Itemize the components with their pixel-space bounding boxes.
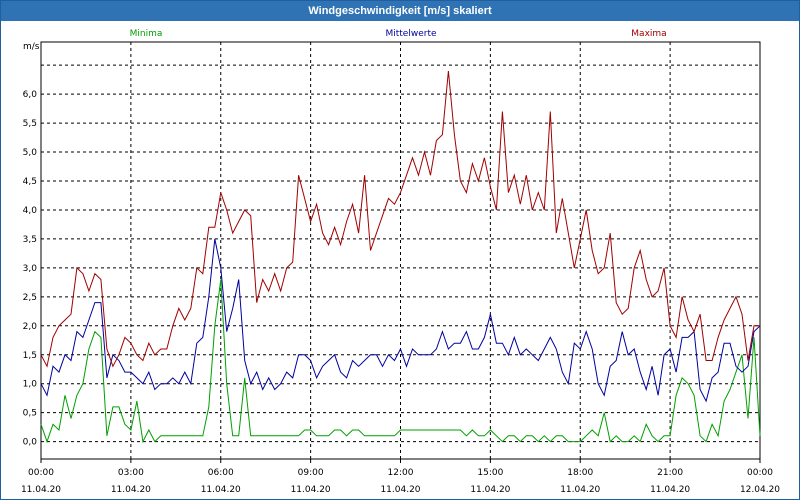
- legend-entry-mittelwerte: Mittelwerte: [385, 29, 436, 39]
- y-tick-label: 1,0: [23, 380, 38, 390]
- x-tick-time: 21:00: [657, 468, 683, 478]
- y-tick-label: 6,0: [23, 90, 38, 100]
- x-tick-date: 11.04.20: [380, 485, 420, 495]
- x-tick-time: 18:00: [567, 468, 593, 478]
- x-tick-date: 12.04.20: [740, 485, 780, 495]
- x-tick-time: 03:00: [118, 468, 144, 478]
- x-tick-date: 11.04.20: [21, 485, 61, 495]
- x-tick-date: 11.04.20: [650, 485, 690, 495]
- x-axis-ticks: 00:00 11.04.20 03:00 11.04.20 06:00 11.04.20 0…: [21, 459, 780, 495]
- x-tick-date: 11.04.20: [291, 485, 331, 495]
- y-axis-ticks: 0,0 0,5 1,0 1,5 2,0 2,5 3,0 3,5 4,0 4,5 5,0 5,5 6,0: [23, 90, 38, 448]
- y-tick-label: 3,0: [23, 264, 38, 274]
- x-tick-time: 09:00: [298, 468, 324, 478]
- line-chart: 0,00,51,01,52,02,53,03,54,04,55,05,56,0 …: [21, 29, 780, 495]
- y-axis-unit: m/s: [23, 42, 40, 52]
- series-lines: [40, 70, 761, 444]
- x-tick-time: 12:00: [388, 468, 414, 478]
- x-tick-time: 00:00: [28, 468, 54, 478]
- legend-entry-minima: Minima: [130, 29, 163, 39]
- y-tick-label: 4,0: [23, 206, 38, 216]
- y-tick-label: 2,5: [23, 293, 37, 303]
- y-tick-label: 0,0: [23, 438, 38, 448]
- y-tick-label: 5,0: [23, 148, 38, 158]
- y-tick-label: 0,5: [23, 409, 37, 419]
- series-line-maxima: [40, 70, 760, 368]
- grid: [41, 42, 760, 459]
- y-tick-label: 1,5: [23, 351, 37, 361]
- legend: Minima Mittelwerte Maxima: [130, 29, 667, 39]
- x-tick-time: 06:00: [208, 468, 234, 478]
- x-tick-date: 11.04.20: [470, 485, 510, 495]
- series-line-minima: [40, 279, 761, 444]
- y-tick-label: 2,0: [23, 322, 38, 332]
- x-tick-time: 00:00: [747, 468, 773, 478]
- x-tick-date: 11.04.20: [201, 485, 241, 495]
- y-tick-label: 5,5: [23, 119, 37, 129]
- y-tick-label: 3,5: [23, 235, 37, 245]
- chart-title: Windgeschwindigkeit [m/s] skaliert: [1, 1, 799, 21]
- x-tick-time: 15:00: [477, 468, 503, 478]
- x-tick-date: 11.04.20: [111, 485, 151, 495]
- x-tick-date: 11.04.20: [560, 485, 600, 495]
- y-tick-label: 4,5: [23, 177, 37, 187]
- series-line-mittelwerte: [40, 238, 761, 403]
- legend-entry-maxima: Maxima: [631, 29, 666, 39]
